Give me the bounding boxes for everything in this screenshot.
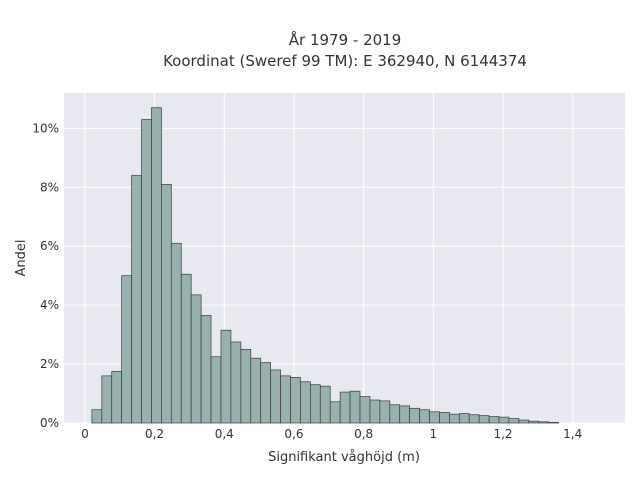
y-tick-label: 2%: [40, 357, 59, 371]
histogram-bar-7: [161, 183, 172, 424]
histogram-bar-44: [528, 420, 540, 424]
histogram-bar-39: [478, 415, 490, 424]
histogram-bar-26: [349, 390, 361, 424]
histogram-bar-1: [101, 375, 113, 424]
histogram-bar-14: [230, 341, 242, 424]
x-tick-label: 0,6: [284, 427, 303, 441]
histogram-bar-20: [290, 376, 301, 424]
y-tick-label: 8%: [40, 180, 59, 194]
histogram-bar-8: [170, 242, 182, 424]
histogram-bar-21: [300, 381, 311, 424]
histogram-bar-42: [508, 418, 520, 424]
histogram-bar-2: [111, 371, 123, 424]
histogram-bar-36: [449, 413, 460, 424]
histogram-bar-24: [329, 401, 341, 424]
x-tick-label: 1,2: [493, 427, 512, 441]
histogram-bar-11: [200, 315, 212, 424]
histogram-bar-16: [250, 357, 262, 424]
x-tick-label: 0,8: [354, 427, 373, 441]
histogram-bar-38: [468, 414, 480, 424]
histogram-bar-32: [409, 407, 420, 424]
y-axis-ticks: 0% 2% 4% 6% 8% 10%: [32, 121, 59, 430]
x-tick-label: 1: [430, 427, 438, 441]
histogram-bar-9: [180, 273, 192, 424]
histogram-bar-31: [399, 405, 411, 424]
histogram-bar-12: [210, 356, 222, 424]
y-axis-label: Andel: [14, 240, 29, 277]
histogram-bar-17: [260, 362, 271, 424]
y-tick-label: 6%: [40, 239, 59, 253]
histogram-bar-40: [488, 416, 500, 424]
histogram-bar-29: [379, 400, 391, 424]
histogram-bar-37: [458, 413, 470, 424]
histogram-bar-28: [369, 399, 381, 424]
histogram-bar-18: [270, 369, 281, 424]
x-axis-ticks: 0 0,2 0,4 0,6 0,8 1 1,2 1,4: [81, 427, 582, 441]
histogram-bar-0: [91, 409, 103, 424]
histogram-bar-41: [498, 416, 510, 424]
chart-subtitle: Koordinat (Sweref 99 TM): E 362940, N 61…: [163, 52, 527, 70]
histogram-bar-3: [121, 275, 132, 424]
histogram-bar-43: [518, 419, 530, 424]
histogram-bar-15: [240, 348, 252, 424]
histogram-bar-27: [359, 396, 371, 424]
histogram-bar-46: [548, 422, 559, 424]
x-tick-label: 0,4: [215, 427, 234, 441]
histogram-bar-25: [339, 391, 351, 424]
x-tick-label: 1,4: [563, 427, 582, 441]
histogram-bar-19: [280, 375, 291, 424]
y-tick-label: 10%: [32, 121, 59, 135]
histogram-bar-23: [319, 385, 331, 424]
histogram-bar-5: [141, 119, 152, 424]
histogram-bar-10: [190, 294, 202, 424]
histogram-bar-45: [538, 421, 550, 424]
histogram-bar-35: [439, 412, 450, 424]
y-tick-label: 0%: [40, 416, 59, 430]
histogram-bar-13: [220, 329, 232, 424]
histogram-bar-33: [419, 409, 430, 424]
histogram-bar-34: [429, 411, 440, 424]
histogram-bar-22: [310, 384, 321, 424]
histogram-bar-4: [131, 175, 142, 424]
chart-title: År 1979 - 2019: [289, 30, 402, 49]
histogram-bars: [91, 107, 559, 424]
x-tick-label: 0: [81, 427, 89, 441]
x-tick-label: 0,2: [145, 427, 164, 441]
x-axis-label: Signifikant våghöjd (m): [268, 450, 420, 465]
histogram-bar-30: [389, 404, 401, 424]
y-tick-label: 4%: [40, 298, 59, 312]
histogram-bar-6: [151, 107, 162, 424]
